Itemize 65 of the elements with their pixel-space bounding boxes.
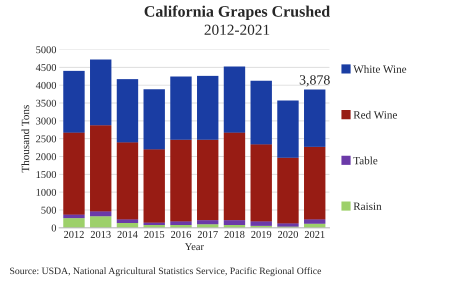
bar — [116, 223, 138, 228]
x-tick-label: 2015 — [144, 230, 164, 238]
bar — [277, 223, 299, 227]
bar — [116, 219, 138, 223]
bar — [90, 60, 112, 126]
bar — [197, 224, 218, 228]
chart-title: California Grapes Crushed — [144, 5, 330, 20]
bar — [63, 132, 85, 215]
bar — [116, 79, 138, 142]
x-tick-label: 2013 — [90, 230, 111, 238]
legend-label: Raisin — [354, 202, 382, 210]
bar — [197, 220, 218, 224]
y-tick-label: 500 — [41, 206, 56, 214]
y-tick-label: 2500 — [36, 135, 56, 142]
bar — [170, 76, 192, 140]
bar — [63, 214, 85, 218]
x-tick-label: 2018 — [224, 230, 244, 238]
bar — [277, 100, 299, 158]
bar — [144, 89, 165, 150]
bar — [224, 132, 246, 220]
source-note: Source: USDA, National Agricultural Statistics Service, Pacific Regional Office — [10, 267, 322, 276]
bar — [170, 140, 192, 222]
x-tick-label: 2017 — [198, 230, 218, 238]
x-tick-label: 2012 — [64, 230, 84, 238]
y-tick-label: 4000 — [36, 82, 56, 89]
bar — [116, 142, 138, 220]
y-tick-label: 0 — [52, 224, 56, 232]
total-label: 3,878 — [300, 75, 330, 87]
legend-label: White Wine — [353, 65, 406, 73]
y-tick-label: 3000 — [36, 118, 56, 125]
x-tick-label: 2019 — [251, 230, 272, 238]
bar — [250, 144, 272, 222]
x-tick-label: 2014 — [118, 230, 138, 238]
y-tick-label: 2000 — [36, 153, 56, 160]
x-tick-label: 2021 — [304, 230, 325, 238]
bar — [304, 224, 326, 228]
y-tick-label: 1000 — [36, 188, 56, 196]
bar — [90, 216, 112, 228]
legend-label: Table — [353, 156, 378, 164]
y-tick-label: 3500 — [36, 100, 56, 107]
bar — [277, 158, 299, 224]
bar — [90, 125, 112, 212]
x-tick-label: 2020 — [278, 230, 298, 238]
bar — [197, 76, 218, 140]
bar — [63, 218, 85, 228]
y-axis-title: Thousand Tons — [21, 105, 30, 172]
y-tick-label: 4500 — [36, 64, 56, 72]
bar — [304, 90, 326, 147]
bar — [224, 220, 246, 225]
bar — [170, 221, 192, 225]
bar — [250, 80, 272, 144]
bar — [304, 146, 326, 220]
bar — [250, 221, 272, 226]
bar — [197, 140, 218, 220]
x-axis-title: Year — [184, 243, 204, 250]
bar — [63, 70, 85, 133]
x-tick-label: 2016 — [171, 230, 192, 238]
legend-label: Red Wine — [354, 110, 397, 119]
bar — [90, 211, 112, 216]
y-tick-label: 5000 — [36, 46, 56, 54]
bar — [144, 149, 165, 223]
y-tick-label: 1500 — [36, 171, 56, 178]
bar — [224, 66, 246, 133]
chart-subtitle: 2012-2021 — [204, 24, 270, 35]
bar — [304, 219, 326, 224]
